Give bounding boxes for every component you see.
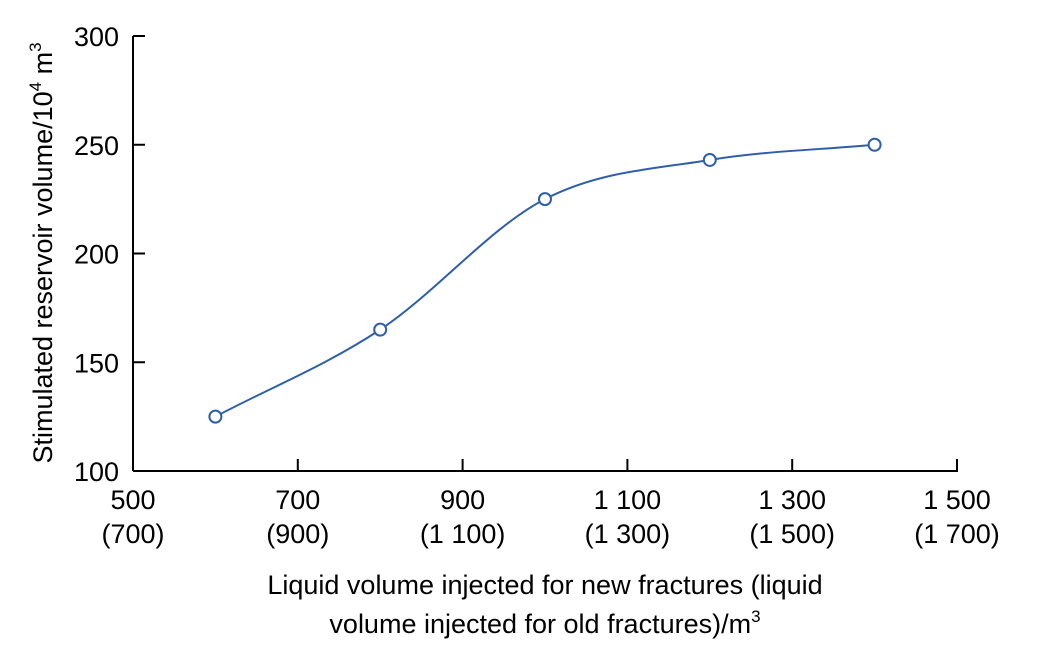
x-tick-label: 500 <box>110 485 155 515</box>
y-tick-label: 150 <box>74 348 119 378</box>
series <box>208 137 882 424</box>
x-tick-sublabel: (900) <box>266 519 329 549</box>
y-axis-title-unit: m <box>28 52 58 82</box>
x-tick-sublabel: (700) <box>101 519 164 549</box>
y-tick-label: 200 <box>74 240 119 270</box>
x-tick-label: 900 <box>440 485 485 515</box>
x-tick-sublabel: (1 300) <box>585 519 671 549</box>
y-tick-label: 100 <box>74 457 119 487</box>
series-line <box>214 143 875 418</box>
x-tick-label: 1 300 <box>758 485 826 515</box>
data-point-marker <box>867 137 882 152</box>
x-axis-title-line-2: volume injected for old fractures)/m3 <box>329 607 760 639</box>
data-point-marker <box>208 409 223 424</box>
data-point-marker <box>702 152 717 167</box>
axes <box>132 36 958 472</box>
x-tick-sublabel: (1 500) <box>749 519 835 549</box>
y-axis-title-unit-superscript: 3 <box>26 42 45 51</box>
x-tick-sublabel: (1 700) <box>914 519 1000 549</box>
x-tick-label: 1 500 <box>923 485 991 515</box>
y-axis-title-exponent: 4 <box>26 82 45 91</box>
tick-labels: 100 150 200 250 300 500 (700) 700 (900) 900 (1 100… <box>74 22 1000 549</box>
x-tick-label: 1 100 <box>594 485 662 515</box>
data-point-marker <box>538 192 552 207</box>
x-tick-label: 700 <box>275 485 320 515</box>
x-axis-title-line-1: Liquid volume injected for new fractures… <box>267 570 822 600</box>
x-tick-sublabel: (1 100) <box>420 519 506 549</box>
y-tick-label: 250 <box>74 131 119 161</box>
y-tick-label: 300 <box>74 22 119 52</box>
x-axis-title-line-2-text: volume injected for old fractures)/m <box>329 609 751 639</box>
y-axis-title: Stimulated reservoir volume/104 m3 <box>26 42 58 463</box>
data-point-marker <box>373 322 388 337</box>
tick-marks <box>132 35 958 472</box>
x-axis-title-unit-superscript: 3 <box>751 607 760 626</box>
y-axis-title-text: Stimulated reservoir volume/10 <box>28 91 58 463</box>
